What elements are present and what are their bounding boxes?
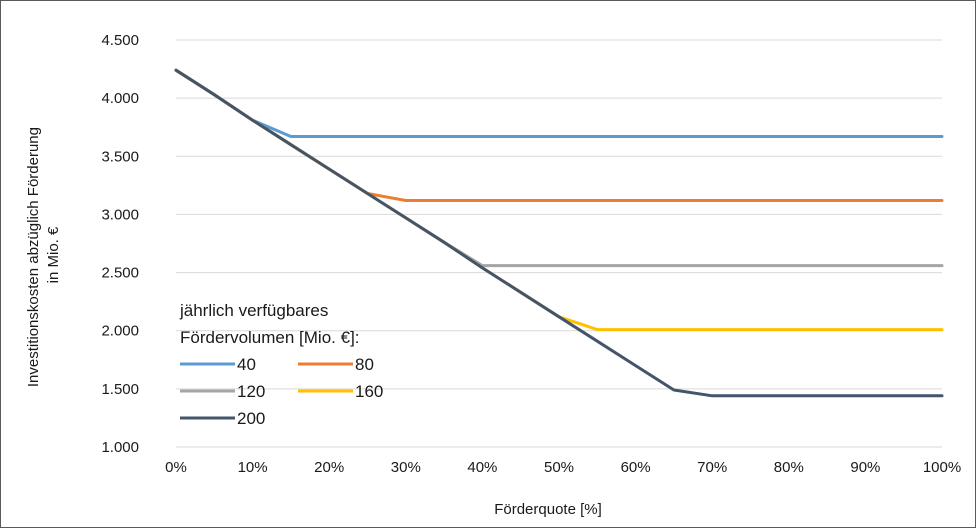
legend-title-line-2: Fördervolumen [Mio. €]:	[180, 328, 360, 347]
x-tick-label-5: 50%	[544, 459, 574, 476]
x-tick-label-3: 30%	[391, 459, 421, 476]
y-axis-title-line-2: in Mio. €	[45, 226, 62, 283]
x-tick-label-8: 80%	[774, 459, 804, 476]
y-tick-label-3: 2.500	[101, 265, 139, 282]
y-axis-title-line-1: Investitionskosten abzüglich Förderung	[25, 127, 42, 387]
gridlines	[176, 39, 942, 448]
legend-label-200: 200	[237, 409, 265, 428]
x-axis-ticks: 0% 10% 20% 30% 40% 50% 60% 70% 80% 90% 100%	[165, 459, 961, 476]
x-tick-label-10: 100%	[923, 459, 961, 476]
y-tick-label-5: 3.500	[101, 148, 139, 165]
legend: jährlich verfügbares Fördervolumen [Mio.…	[179, 301, 383, 428]
y-tick-label-2: 2.000	[101, 323, 139, 340]
x-tick-label-9: 90%	[850, 459, 880, 476]
y-tick-label-4: 3.000	[101, 206, 139, 223]
x-tick-label-6: 60%	[621, 459, 651, 476]
x-tick-label-1: 10%	[238, 459, 268, 476]
x-tick-label-0: 0%	[165, 459, 187, 476]
series-line-200	[174, 68, 944, 398]
series-line-40	[174, 68, 944, 138]
legend-title-line-1: jährlich verfügbares	[179, 301, 328, 320]
x-axis-title: Förderquote [%]	[494, 501, 602, 518]
y-tick-label-1: 1.500	[101, 381, 139, 398]
legend-label-120: 120	[237, 382, 265, 401]
x-tick-label-2: 20%	[314, 459, 344, 476]
y-axis-title: Investitionskosten abzüglich Förderung i…	[25, 123, 62, 387]
legend-items: 40 80 120 160 200	[180, 355, 383, 428]
series-line-120	[174, 68, 944, 268]
x-tick-label-4: 40%	[467, 459, 497, 476]
series-lines	[174, 68, 944, 398]
y-tick-label-0: 1.000	[101, 439, 139, 456]
x-tick-label-7: 70%	[697, 459, 727, 476]
legend-label-80: 80	[355, 355, 374, 374]
y-tick-label-7: 4.500	[101, 32, 139, 49]
legend-label-40: 40	[237, 355, 256, 374]
legend-label-160: 160	[355, 382, 383, 401]
y-axis-ticks: 1.000 1.500 2.000 2.500 3.000 3.500 4.000 4.500	[101, 32, 139, 456]
y-tick-label-6: 4.000	[101, 90, 139, 107]
